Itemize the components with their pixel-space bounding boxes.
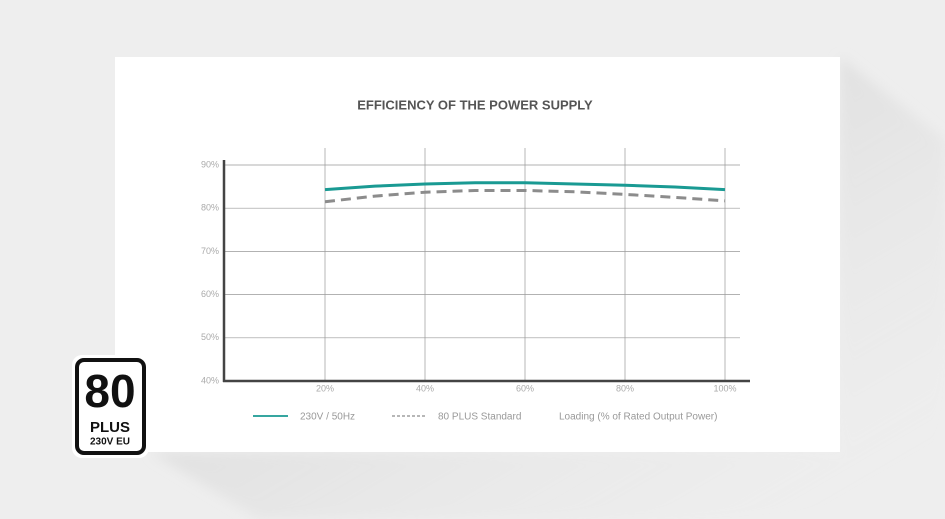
plot: 40% 50% 60% 70% 80% 90% 20% 40% 60% 80% 100% 230V /… [201, 148, 750, 423]
badge: 80 PLUS 230V EU [72, 355, 149, 458]
badge-border [75, 358, 146, 455]
x-tick-label: 60% [516, 383, 534, 393]
series-line [324, 188, 726, 204]
legend-label: 80 PLUS Standard [438, 412, 521, 423]
legend-label: 230V / 50Hz [300, 412, 355, 423]
y-tick-label: 90% [201, 159, 219, 169]
y-tick-label: 60% [201, 289, 219, 299]
card-shadow [150, 57, 945, 519]
x-tick-label: 40% [416, 383, 434, 393]
x-axis-label: Loading (% of Rated Output Power) [559, 412, 717, 423]
y-tick-label: 70% [201, 246, 219, 256]
x-tick-label: 80% [616, 383, 634, 393]
chart-title: EFFICIENCY OF THE POWER SUPPLY [357, 97, 593, 112]
y-tick-label: 50% [201, 332, 219, 342]
badge-number: 80 [84, 365, 135, 417]
x-tick-label: 100% [713, 383, 736, 393]
y-tick-label: 40% [201, 375, 219, 385]
series-line [324, 181, 726, 192]
y-tick-label: 80% [201, 203, 219, 213]
card [115, 57, 840, 452]
badge-rating: 230V EU [90, 437, 130, 448]
x-tick-label: 20% [316, 383, 334, 393]
badge-brand: PLUS [90, 419, 130, 436]
